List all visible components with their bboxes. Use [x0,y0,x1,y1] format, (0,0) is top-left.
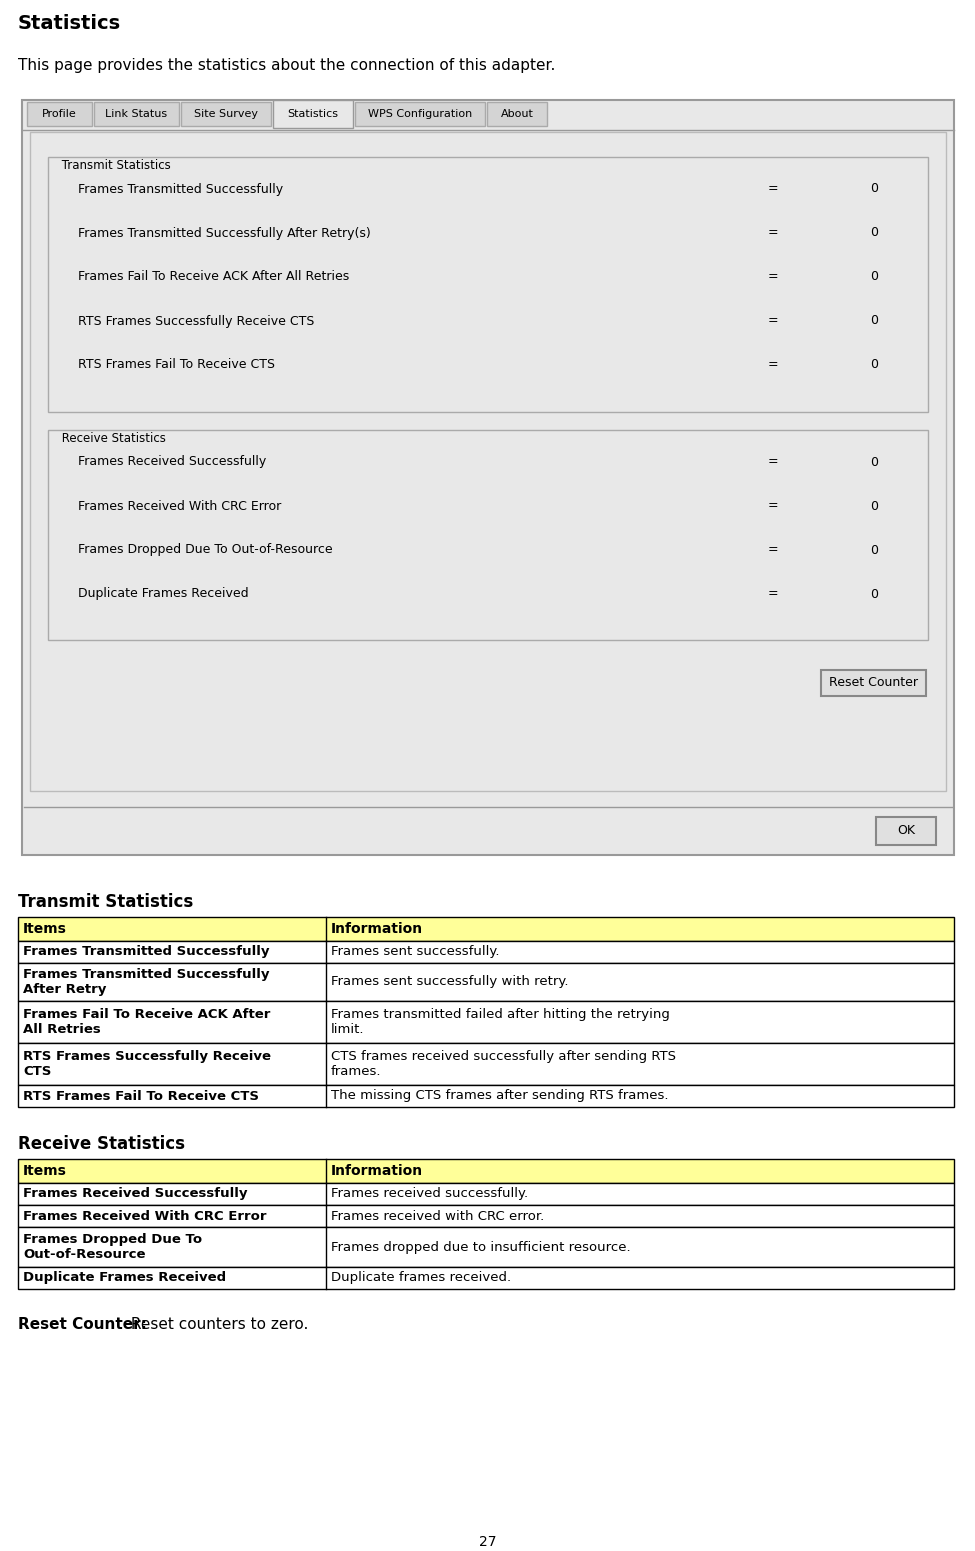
Text: Reset counters to zero.: Reset counters to zero. [126,1317,308,1332]
Text: Duplicate Frames Received: Duplicate Frames Received [78,588,249,600]
Text: Information: Information [331,921,423,935]
Text: The missing CTS frames after sending RTS frames.: The missing CTS frames after sending RTS… [331,1089,669,1103]
Bar [18,1042,954,1086]
Text: Frames Dropped Due To Out-of-Resource: Frames Dropped Due To Out-of-Resource [78,543,332,557]
Text: Receive Statistics: Receive Statistics [18,1135,185,1152]
Text: About: About [500,109,533,119]
Bar [94,102,179,126]
Text: Frames Dropped Due To
Out-of-Resource: Frames Dropped Due To Out-of-Resource [23,1233,202,1261]
Bar [876,817,936,845]
Text: Site Survey: Site Survey [194,109,258,119]
Text: Duplicate Frames Received: Duplicate Frames Received [23,1272,226,1284]
Bar [487,102,547,126]
Text: Frames Fail To Receive ACK After All Retries: Frames Fail To Receive ACK After All Ret… [78,270,349,284]
Bar [18,1267,954,1289]
Text: Frames received successfully.: Frames received successfully. [331,1188,528,1200]
Text: 0: 0 [870,588,878,600]
Text: Statistics: Statistics [18,14,121,33]
Text: Reset Counter: Reset Counter [829,676,918,690]
Bar [18,1183,954,1205]
Text: Frames Received With CRC Error: Frames Received With CRC Error [23,1210,266,1222]
Text: 0: 0 [870,226,878,239]
Text: Information: Information [331,1163,423,1179]
Bar [18,1205,954,1227]
Text: Frames Transmitted Successfully After Retry(s): Frames Transmitted Successfully After Re… [78,226,370,239]
Text: Items: Items [23,1163,67,1179]
Text: CTS frames received successfully after sending RTS
frames.: CTS frames received successfully after s… [331,1050,676,1078]
Text: Frames dropped due to insufficient resource.: Frames dropped due to insufficient resou… [331,1241,631,1253]
Bar [18,1000,954,1042]
Text: 0: 0 [870,270,878,284]
Bar [48,430,928,641]
Text: Frames Received With CRC Error: Frames Received With CRC Error [78,499,281,512]
Text: RTS Frames Successfully Receive
CTS: RTS Frames Successfully Receive CTS [23,1050,271,1078]
Bar [22,99,954,855]
Text: Transmit Statistics: Transmit Statistics [18,893,193,910]
Text: Frames Received Successfully: Frames Received Successfully [78,456,266,468]
Text: Frames Transmitted Successfully: Frames Transmitted Successfully [23,946,269,959]
Text: Frames sent successfully with retry.: Frames sent successfully with retry. [331,976,568,988]
Text: Statistics: Statistics [288,109,338,119]
Text: 0: 0 [870,543,878,557]
Bar [27,102,92,126]
Text: RTS Frames Fail To Receive CTS: RTS Frames Fail To Receive CTS [23,1089,259,1103]
Text: Frames Fail To Receive ACK After
All Retries: Frames Fail To Receive ACK After All Ret… [23,1008,270,1036]
Bar [18,1159,954,1183]
Text: Frames received with CRC error.: Frames received with CRC error. [331,1210,544,1222]
Text: OK: OK [897,825,915,838]
Text: =: = [767,226,778,239]
Text: =: = [767,183,778,195]
Text: =: = [767,358,778,372]
Text: Frames Transmitted Successfully
After Retry: Frames Transmitted Successfully After Re… [23,968,269,996]
Text: Reset Counter:: Reset Counter: [18,1317,147,1332]
Text: 0: 0 [870,456,878,468]
Text: Transmit Statistics: Transmit Statistics [58,160,175,172]
Text: Items: Items [23,921,67,935]
Bar [18,941,954,963]
Text: =: = [767,456,778,468]
Bar [48,157,928,413]
Text: 0: 0 [870,358,878,372]
Text: WPS Configuration: WPS Configuration [368,109,472,119]
Bar [355,102,485,126]
Text: Profile: Profile [42,109,77,119]
Text: 0: 0 [870,315,878,327]
Text: 0: 0 [870,183,878,195]
Text: Frames Transmitted Successfully: Frames Transmitted Successfully [78,183,283,195]
Bar [18,1227,954,1267]
Text: Frames transmitted failed after hitting the retrying
limit.: Frames transmitted failed after hitting … [331,1008,670,1036]
Bar [821,670,926,696]
Text: =: = [767,315,778,327]
Bar [18,917,954,941]
Text: 27: 27 [479,1535,496,1549]
Text: Link Status: Link Status [105,109,168,119]
Text: RTS Frames Fail To Receive CTS: RTS Frames Fail To Receive CTS [78,358,275,372]
Text: Frames sent successfully.: Frames sent successfully. [331,946,499,959]
Text: =: = [767,499,778,512]
Bar [30,132,946,791]
Text: =: = [767,270,778,284]
Text: 0: 0 [870,499,878,512]
Text: Receive Statistics: Receive Statistics [58,433,170,445]
Bar [273,99,353,129]
Text: RTS Frames Successfully Receive CTS: RTS Frames Successfully Receive CTS [78,315,314,327]
Text: Duplicate frames received.: Duplicate frames received. [331,1272,511,1284]
Text: =: = [767,588,778,600]
Text: This page provides the statistics about the connection of this adapter.: This page provides the statistics about … [18,57,556,73]
Bar [181,102,271,126]
Text: =: = [767,543,778,557]
Bar [18,963,954,1000]
Bar [18,1086,954,1107]
Text: Frames Received Successfully: Frames Received Successfully [23,1188,248,1200]
